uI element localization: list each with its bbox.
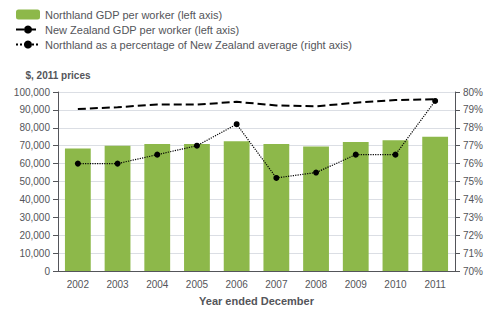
svg-text:2002: 2002 — [67, 279, 90, 290]
svg-text:2003: 2003 — [106, 279, 129, 290]
svg-text:76%: 76% — [463, 158, 483, 169]
svg-text:$, 2011 prices: $, 2011 prices — [25, 70, 90, 81]
svg-text:2009: 2009 — [345, 279, 368, 290]
svg-text:79%: 79% — [463, 104, 483, 115]
svg-text:50,000: 50,000 — [19, 176, 50, 187]
svg-text:10,000: 10,000 — [19, 248, 50, 259]
svg-text:New Zealand GDP per worker (le: New Zealand GDP per worker (left axis) — [45, 24, 239, 36]
svg-text:2011: 2011 — [424, 279, 446, 290]
svg-text:78%: 78% — [463, 122, 483, 133]
svg-text:20,000: 20,000 — [19, 230, 50, 241]
svg-text:0: 0 — [44, 266, 50, 277]
svg-text:80,000: 80,000 — [19, 122, 50, 133]
svg-text:75%: 75% — [463, 176, 483, 187]
svg-text:70,000: 70,000 — [19, 140, 50, 151]
svg-text:Northland GDP per worker (left: Northland GDP per worker (left axis) — [45, 9, 222, 21]
svg-text:Year ended December: Year ended December — [199, 295, 315, 307]
svg-text:72%: 72% — [463, 230, 483, 241]
svg-text:100,000: 100,000 — [14, 87, 51, 98]
svg-text:90,000: 90,000 — [19, 104, 50, 115]
svg-text:Northland as a percentage of N: Northland as a percentage of New Zealand… — [45, 39, 352, 51]
svg-text:77%: 77% — [463, 140, 483, 151]
svg-text:73%: 73% — [463, 212, 483, 223]
svg-text:40,000: 40,000 — [19, 194, 50, 205]
svg-text:70%: 70% — [463, 266, 483, 277]
svg-text:2005: 2005 — [186, 279, 209, 290]
svg-text:74%: 74% — [463, 194, 483, 205]
svg-text:2008: 2008 — [305, 279, 328, 290]
svg-text:80%: 80% — [463, 87, 483, 98]
svg-text:30,000: 30,000 — [19, 212, 50, 223]
svg-text:2007: 2007 — [265, 279, 288, 290]
svg-text:2004: 2004 — [146, 279, 169, 290]
svg-text:2006: 2006 — [226, 279, 249, 290]
svg-text:71%: 71% — [463, 248, 483, 259]
svg-text:60,000: 60,000 — [19, 158, 50, 169]
svg-text:2010: 2010 — [384, 279, 407, 290]
